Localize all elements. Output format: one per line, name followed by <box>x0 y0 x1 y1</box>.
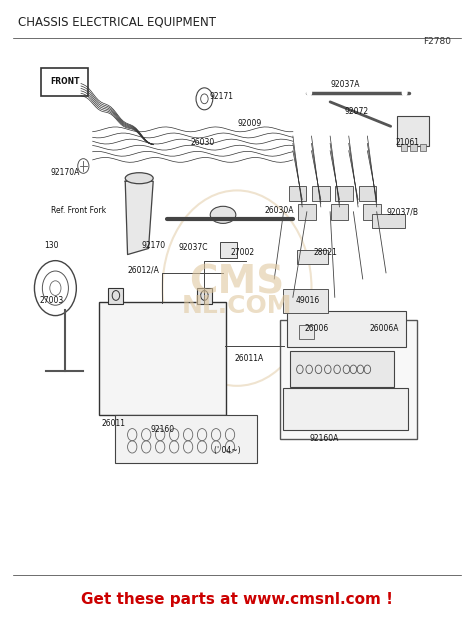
FancyBboxPatch shape <box>410 144 417 151</box>
FancyBboxPatch shape <box>298 204 316 220</box>
Text: 92037C: 92037C <box>179 243 208 252</box>
FancyBboxPatch shape <box>287 311 406 347</box>
FancyBboxPatch shape <box>289 186 306 201</box>
FancyBboxPatch shape <box>419 144 426 151</box>
Text: 26011: 26011 <box>102 418 126 428</box>
FancyBboxPatch shape <box>283 288 328 313</box>
Text: 26006A: 26006A <box>370 324 399 333</box>
Ellipse shape <box>125 173 153 184</box>
Text: 92160: 92160 <box>151 425 175 434</box>
Text: 92170A: 92170A <box>51 168 80 177</box>
Text: 92009: 92009 <box>237 119 261 128</box>
FancyBboxPatch shape <box>297 249 328 264</box>
FancyBboxPatch shape <box>401 144 408 151</box>
FancyBboxPatch shape <box>312 186 330 201</box>
FancyBboxPatch shape <box>41 68 88 96</box>
FancyBboxPatch shape <box>358 186 376 201</box>
Text: NL.COM: NL.COM <box>182 295 292 318</box>
Text: F2780: F2780 <box>423 37 451 46</box>
Text: 92072: 92072 <box>344 107 368 116</box>
FancyBboxPatch shape <box>290 351 394 387</box>
FancyBboxPatch shape <box>363 204 381 220</box>
Circle shape <box>307 90 311 96</box>
Text: 92160A: 92160A <box>309 434 338 443</box>
FancyBboxPatch shape <box>335 186 353 201</box>
Text: CMS: CMS <box>190 263 284 301</box>
Text: 92171: 92171 <box>209 92 233 101</box>
FancyBboxPatch shape <box>197 287 212 304</box>
Text: Ref. Front Fork: Ref. Front Fork <box>51 206 106 215</box>
Text: FRONT: FRONT <box>50 77 80 86</box>
Text: 92037A: 92037A <box>330 80 360 89</box>
Text: (' 04~): (' 04~) <box>214 446 240 455</box>
Text: 26030: 26030 <box>191 137 215 147</box>
FancyBboxPatch shape <box>397 116 429 146</box>
Text: Get these parts at www.cmsnl.com !: Get these parts at www.cmsnl.com ! <box>81 592 393 607</box>
FancyBboxPatch shape <box>280 321 417 439</box>
Text: 21061: 21061 <box>395 137 419 147</box>
FancyBboxPatch shape <box>99 302 226 415</box>
Ellipse shape <box>210 206 236 223</box>
Text: CHASSIS ELECTRICAL EQUIPMENT: CHASSIS ELECTRICAL EQUIPMENT <box>18 15 216 28</box>
Text: 27002: 27002 <box>230 248 254 256</box>
Text: 26012/A: 26012/A <box>128 266 159 275</box>
Polygon shape <box>125 181 153 254</box>
FancyBboxPatch shape <box>220 241 237 258</box>
Text: 92037/B: 92037/B <box>386 208 418 217</box>
Text: 28021: 28021 <box>314 248 337 256</box>
FancyBboxPatch shape <box>109 287 123 304</box>
Text: 27003: 27003 <box>39 297 64 305</box>
FancyBboxPatch shape <box>283 387 408 430</box>
FancyBboxPatch shape <box>330 204 348 220</box>
Text: 130: 130 <box>44 241 58 251</box>
Text: 26030A: 26030A <box>265 206 294 215</box>
FancyBboxPatch shape <box>115 415 256 464</box>
Text: 26006: 26006 <box>304 324 329 333</box>
FancyBboxPatch shape <box>300 325 314 339</box>
Circle shape <box>402 90 407 96</box>
Text: 92170: 92170 <box>142 241 166 251</box>
FancyBboxPatch shape <box>372 214 405 228</box>
Text: 26011A: 26011A <box>235 355 264 363</box>
Text: 49016: 49016 <box>295 297 319 305</box>
